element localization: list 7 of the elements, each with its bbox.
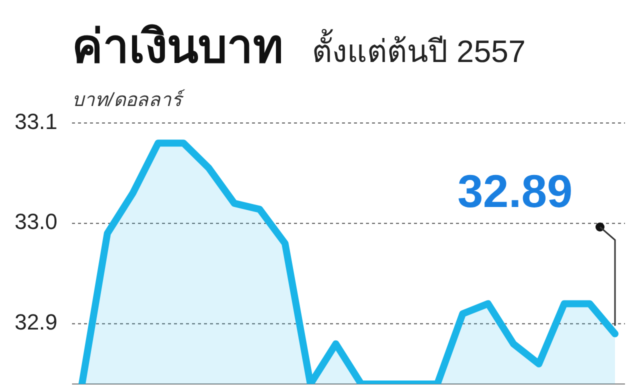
chart-subtitle: ตั้งแต่ต้นปี 2557 [312,29,526,69]
annotation: 32.89 [457,165,573,217]
y-tick-label: 33.1 [14,108,58,134]
y-tick-label: 32.9 [14,310,58,335]
chart-title: ค่าเงินบาท [72,20,283,72]
y-tick-label: 33.0 [14,209,58,234]
y-axis-title: บาท/ดอลลาร์ [72,89,186,111]
